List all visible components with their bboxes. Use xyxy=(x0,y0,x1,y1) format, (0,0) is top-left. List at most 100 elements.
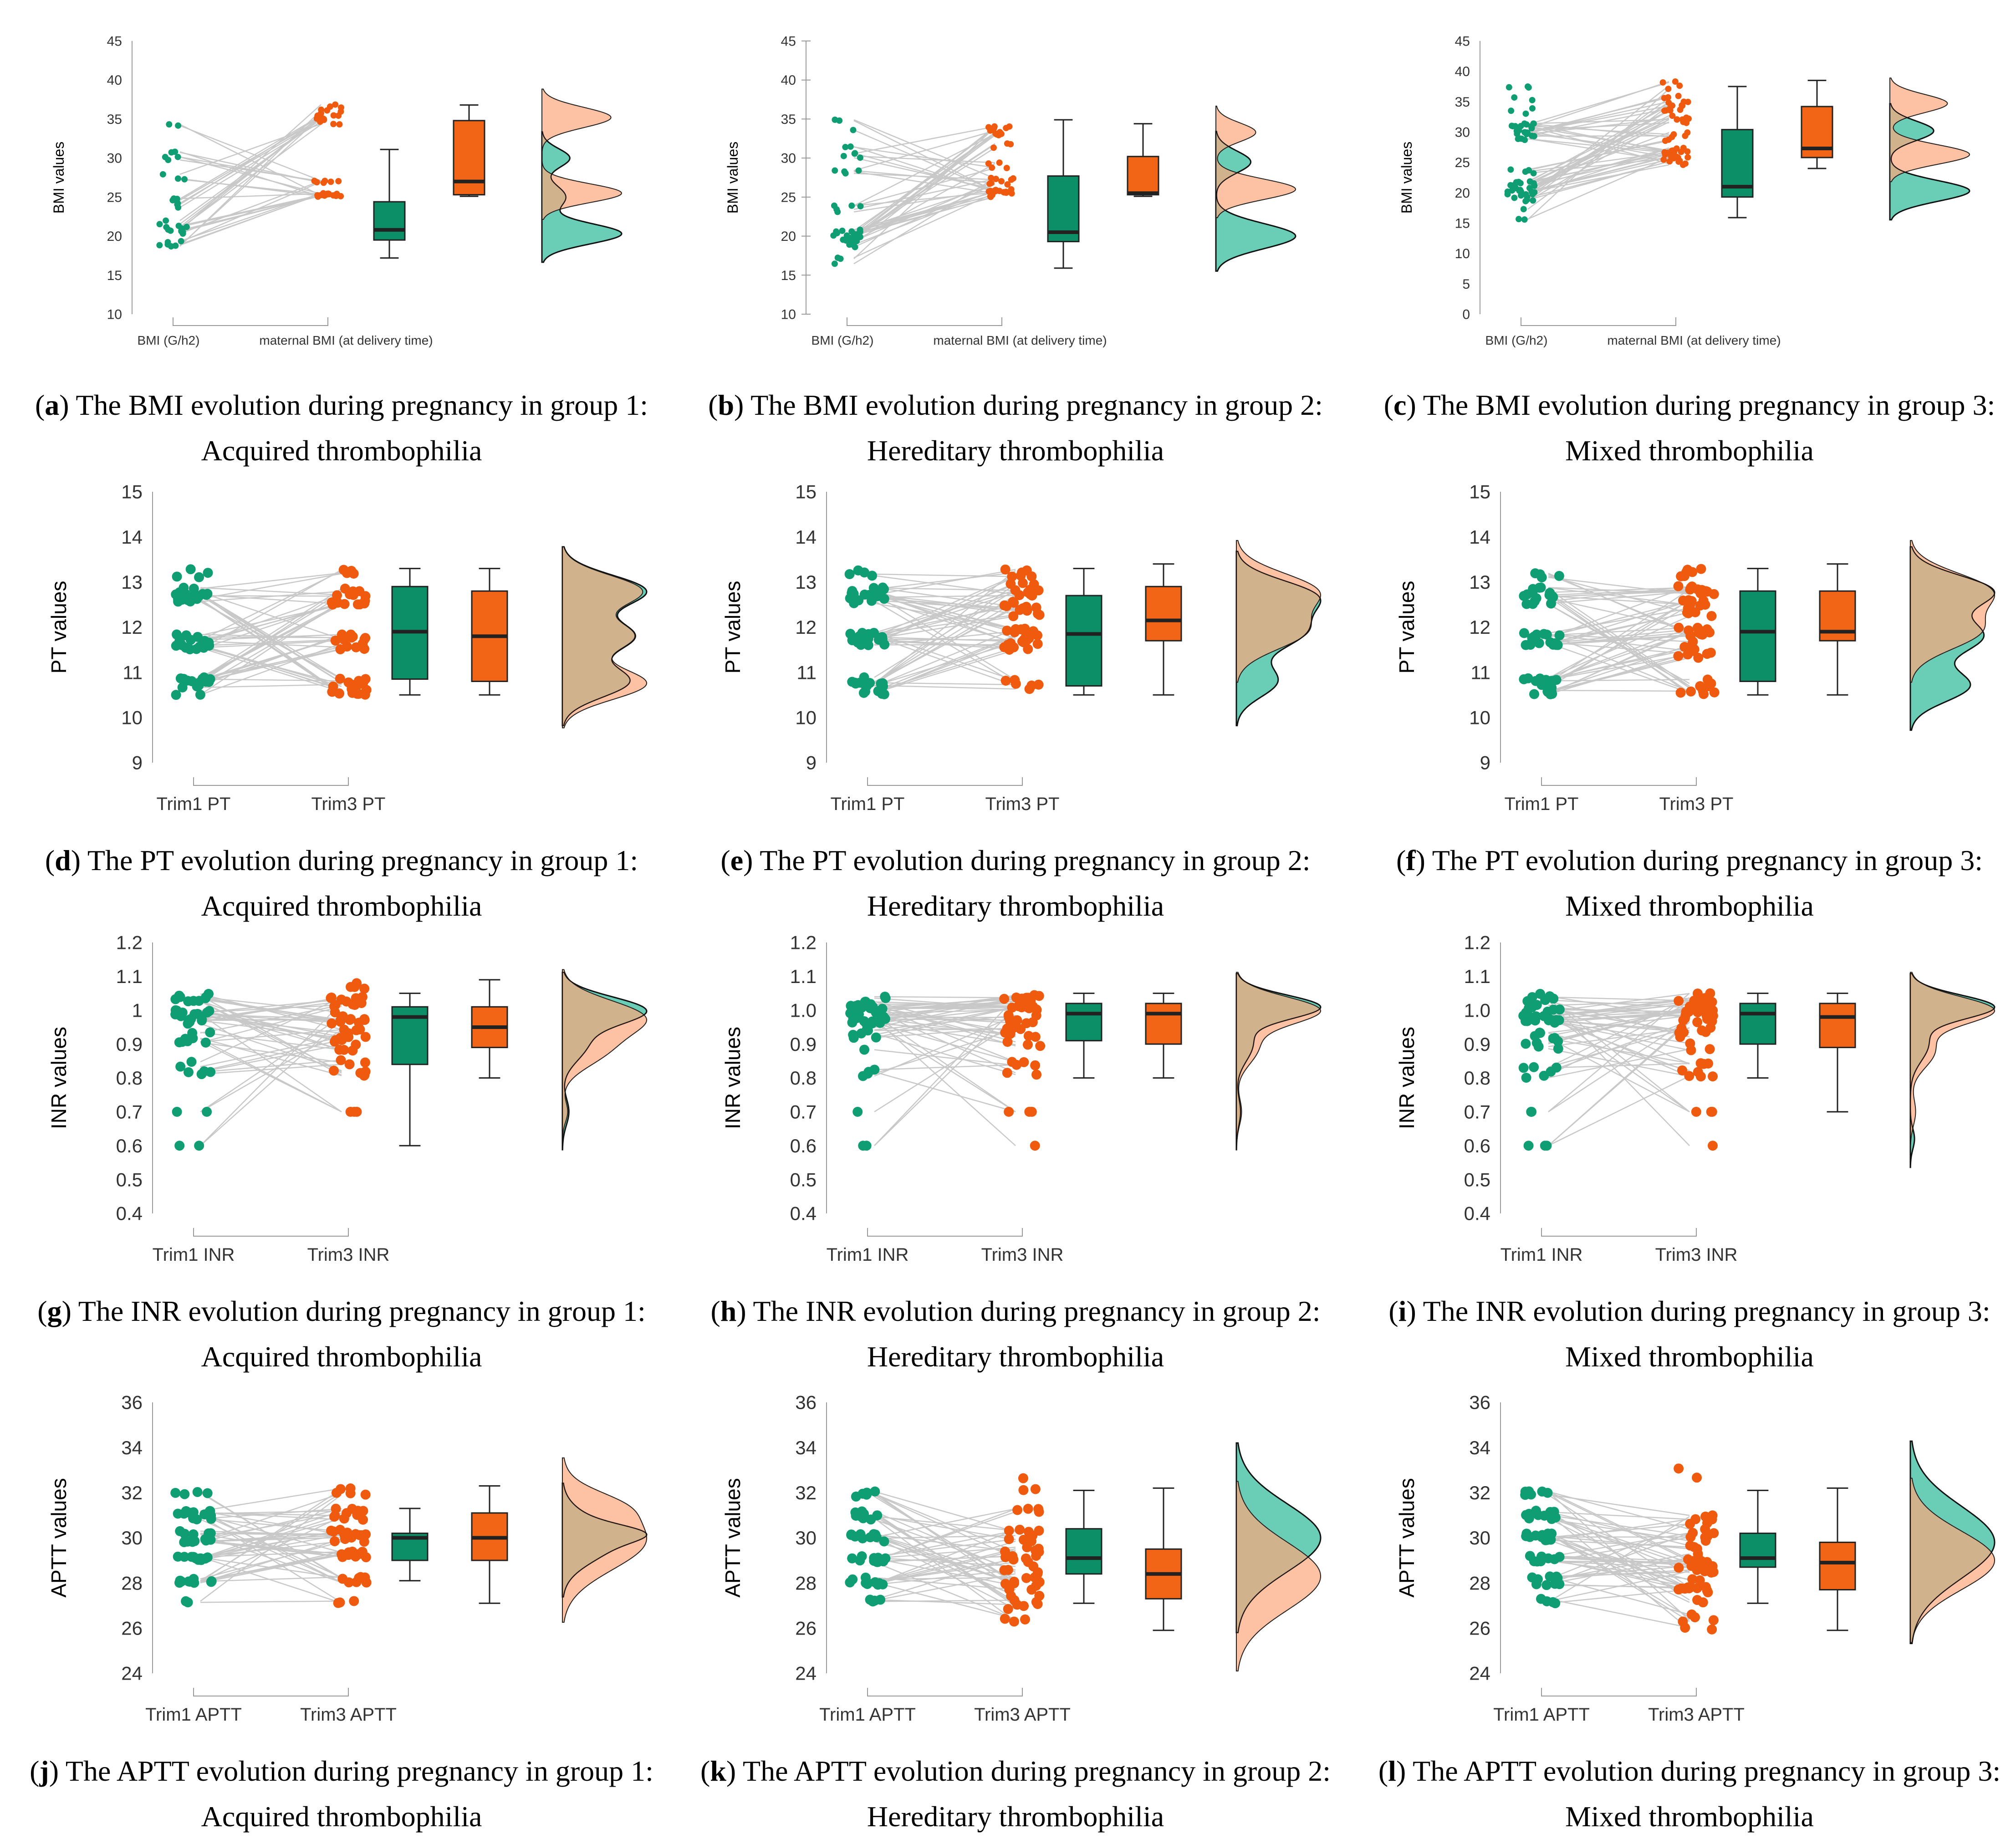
data-point xyxy=(850,127,856,133)
points-trim3 xyxy=(327,565,372,700)
box-iqr xyxy=(1820,1004,1855,1048)
caption-text: The PT evolution during pregnancy in gro… xyxy=(760,844,1310,922)
data-point xyxy=(999,994,1009,1004)
box-iqr xyxy=(1146,1004,1181,1044)
data-point xyxy=(1691,1107,1701,1117)
data-point xyxy=(855,678,865,688)
data-point xyxy=(1674,1563,1684,1573)
connector-line xyxy=(874,997,1016,998)
data-point xyxy=(170,1488,180,1498)
x-axis-bracket xyxy=(868,1228,1022,1236)
points-trim1 xyxy=(170,989,215,1151)
data-point xyxy=(1007,141,1014,148)
y-tick-label: 0.5 xyxy=(116,1169,143,1190)
y-tick-label: 9 xyxy=(806,752,817,774)
data-point xyxy=(180,230,186,237)
data-point xyxy=(1030,1060,1040,1070)
y-tick-label: 28 xyxy=(795,1572,817,1594)
data-point xyxy=(1546,689,1556,699)
data-point xyxy=(841,153,847,159)
y-tick-label: 15 xyxy=(1469,481,1490,503)
data-point xyxy=(1004,165,1010,171)
data-point xyxy=(1006,123,1012,130)
x-category-label: Trim1 INR xyxy=(153,1245,235,1265)
data-point xyxy=(330,1536,340,1546)
caption-paren: ( xyxy=(1384,389,1393,421)
data-point xyxy=(845,593,855,603)
x-category-label: BMI (G/h2) xyxy=(812,333,874,347)
data-point xyxy=(1004,1107,1014,1117)
data-point xyxy=(336,1484,346,1494)
data-point xyxy=(1705,1044,1715,1054)
data-point xyxy=(324,191,331,198)
y-tick-label: 5 xyxy=(1462,277,1470,292)
data-point xyxy=(996,159,1003,166)
data-point xyxy=(346,1483,356,1493)
box-iqr xyxy=(1128,157,1159,195)
data-point xyxy=(1023,1504,1033,1514)
caption-paren: ( xyxy=(1388,1295,1398,1327)
data-point xyxy=(337,1574,347,1584)
data-point xyxy=(336,1055,346,1065)
box-iqr xyxy=(1066,596,1102,686)
box-iqr xyxy=(1740,591,1776,681)
caption-text: The APTT evolution during pregnancy in g… xyxy=(1413,1755,2001,1833)
data-point xyxy=(358,1515,368,1525)
data-point xyxy=(361,1490,371,1500)
caption-paren: ( xyxy=(700,1755,710,1787)
data-point xyxy=(834,209,841,215)
box-iqr xyxy=(374,202,405,240)
data-point xyxy=(865,678,875,688)
data-point xyxy=(1531,180,1537,187)
data-point xyxy=(193,1487,203,1497)
data-point xyxy=(1675,93,1682,99)
data-point xyxy=(832,260,838,267)
x-category-label: Trim1 PT xyxy=(831,794,905,814)
data-point xyxy=(192,681,202,691)
data-point xyxy=(189,584,199,594)
data-point xyxy=(1525,83,1531,90)
caption-g: (g) The INR evolution during pregnancy i… xyxy=(9,1289,674,1380)
data-point xyxy=(1507,166,1514,173)
data-point xyxy=(1548,1034,1558,1044)
caption-text: The APTT evolution during pregnancy in g… xyxy=(743,1755,1331,1833)
connector-line xyxy=(1548,690,1689,691)
data-point xyxy=(1695,1575,1705,1585)
caption-text: The BMI evolution during pregnancy in gr… xyxy=(1423,389,1996,467)
caption-paren: ( xyxy=(720,844,730,876)
caption-paren: ( xyxy=(37,1295,47,1327)
data-point xyxy=(865,1532,875,1542)
data-point xyxy=(856,1029,866,1039)
data-point xyxy=(328,1527,338,1537)
data-point xyxy=(194,642,204,652)
connector-line xyxy=(1548,1495,1689,1516)
data-point xyxy=(1035,1041,1045,1051)
data-point xyxy=(315,194,321,200)
data-point xyxy=(1522,198,1529,204)
data-point xyxy=(1028,1561,1038,1571)
data-point xyxy=(360,1058,370,1068)
y-axis-title: INR values xyxy=(721,1027,745,1129)
data-point xyxy=(1665,137,1672,143)
boxplot-trim1 xyxy=(392,993,428,1146)
data-point xyxy=(842,170,849,177)
data-point xyxy=(1031,1545,1041,1555)
data-point xyxy=(990,144,997,151)
data-point xyxy=(350,982,360,992)
y-tick-label: 0.4 xyxy=(116,1203,143,1224)
data-point xyxy=(988,175,994,181)
data-point xyxy=(859,567,869,577)
data-point xyxy=(1692,1017,1702,1027)
points-trim1 xyxy=(845,565,890,699)
data-point xyxy=(851,1492,861,1502)
x-category-label: Trim1 APTT xyxy=(145,1705,242,1725)
boxplot-trim1 xyxy=(392,1508,428,1581)
data-point xyxy=(852,1107,863,1117)
data-point xyxy=(1685,631,1695,641)
data-point xyxy=(1541,1535,1551,1545)
data-point xyxy=(347,1045,357,1055)
boxplot-trim3 xyxy=(1146,993,1181,1078)
data-point xyxy=(1505,188,1511,195)
data-point xyxy=(1531,133,1537,139)
